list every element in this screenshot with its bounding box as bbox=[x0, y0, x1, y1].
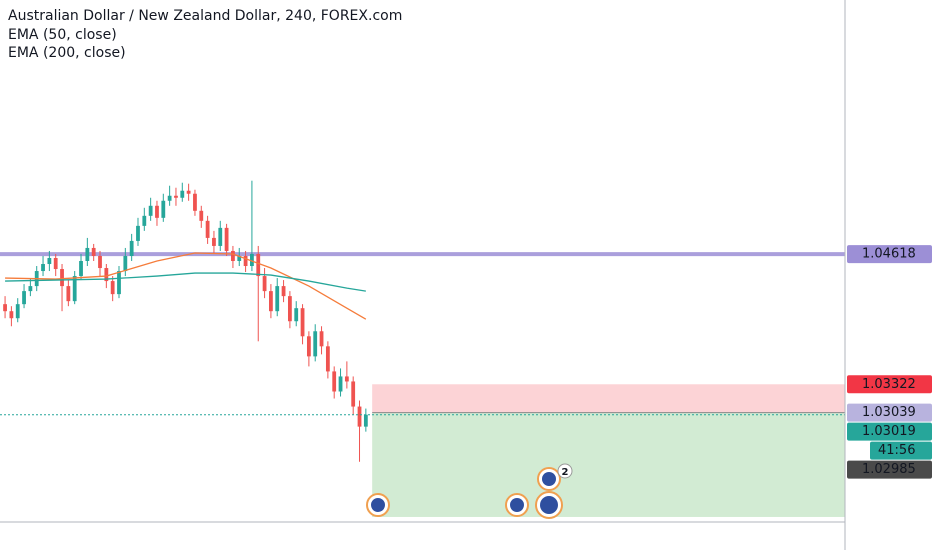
candle-body bbox=[256, 253, 261, 277]
candle-body bbox=[41, 264, 45, 272]
target-zone bbox=[372, 412, 845, 517]
candle-body bbox=[104, 268, 109, 282]
chart-title: Australian Dollar / New Zealand Dollar, … bbox=[8, 8, 402, 24]
event-flag-icon bbox=[510, 498, 524, 512]
candle-body bbox=[319, 331, 324, 347]
candle-body bbox=[237, 255, 242, 261]
candle-body bbox=[269, 291, 273, 312]
candle-body bbox=[47, 257, 52, 265]
candle-body bbox=[344, 376, 349, 382]
candle-body bbox=[199, 210, 204, 221]
candle-body bbox=[325, 346, 330, 372]
candle-body bbox=[300, 308, 305, 337]
candle-body bbox=[224, 227, 229, 251]
price-label: 1.04618 bbox=[862, 247, 916, 262]
price-label-box bbox=[847, 422, 932, 441]
plot bbox=[0, 180, 845, 462]
countdown: 41:56 bbox=[878, 443, 915, 458]
candle-body bbox=[117, 271, 121, 295]
candle-body bbox=[186, 190, 191, 194]
countdown-box bbox=[870, 441, 932, 460]
candle-body bbox=[85, 247, 90, 261]
candle-body bbox=[53, 257, 58, 270]
candle-body bbox=[15, 304, 20, 319]
events: 2 bbox=[366, 463, 573, 519]
event-flag-icon bbox=[540, 496, 558, 514]
candle-body bbox=[332, 371, 337, 392]
candle-body bbox=[243, 255, 248, 267]
event-flag-icon bbox=[371, 498, 385, 512]
price-label-box bbox=[847, 403, 932, 422]
ema-line bbox=[5, 252, 367, 320]
candle-body bbox=[123, 255, 128, 272]
candle-body bbox=[218, 227, 223, 246]
candle-body bbox=[193, 193, 197, 211]
candle-body bbox=[306, 336, 311, 357]
position-zones bbox=[372, 384, 845, 517]
candle-body bbox=[79, 261, 83, 277]
price-label: 1.03322 bbox=[862, 377, 916, 392]
candle-body bbox=[167, 195, 172, 201]
candle-body bbox=[22, 291, 26, 305]
candle-body bbox=[262, 276, 267, 292]
event-flag-icon bbox=[542, 472, 556, 486]
candle-body bbox=[287, 296, 292, 322]
price-label: 1.03019 bbox=[862, 424, 916, 439]
candle-body bbox=[363, 414, 368, 427]
candle-body bbox=[28, 286, 33, 292]
candle-body bbox=[129, 240, 134, 256]
stop-zone bbox=[372, 384, 845, 413]
candle-body bbox=[281, 286, 286, 297]
candle-body bbox=[91, 247, 96, 256]
price-label-box bbox=[847, 460, 932, 479]
candle-body bbox=[98, 255, 102, 269]
legend-entry: EMA (200, close) bbox=[8, 45, 126, 61]
candle-body bbox=[338, 376, 343, 392]
candle-body bbox=[250, 253, 254, 267]
candle-body bbox=[66, 286, 71, 302]
candle-body bbox=[351, 381, 356, 407]
candle-body bbox=[174, 195, 178, 198]
candle-body bbox=[148, 205, 153, 216]
event-badge-count: 2 bbox=[562, 467, 569, 478]
candle-body bbox=[9, 311, 14, 319]
candle-body bbox=[357, 406, 362, 427]
event-badge bbox=[557, 463, 573, 479]
candle-body bbox=[110, 281, 115, 295]
price-label-box bbox=[847, 245, 932, 264]
ema-line bbox=[5, 272, 366, 292]
candle-body bbox=[60, 269, 64, 287]
price-label: 1.02985 bbox=[862, 462, 916, 477]
candle-body bbox=[155, 205, 159, 218]
candle-body bbox=[3, 304, 7, 312]
candle-body bbox=[275, 286, 280, 312]
price-labels: 1.04618 1.03322 1.03039 1.03019 41:56 1.02985 bbox=[847, 245, 932, 479]
candle-body bbox=[161, 200, 166, 218]
candle-body bbox=[205, 220, 210, 238]
candle-body bbox=[231, 250, 235, 261]
price-label: 1.03039 bbox=[862, 405, 916, 420]
candle-body bbox=[212, 237, 216, 246]
legend-entry: EMA (50, close) bbox=[8, 27, 117, 43]
price-label-box bbox=[847, 375, 932, 394]
candle-body bbox=[313, 331, 318, 357]
candle-body bbox=[136, 225, 140, 241]
candle-body bbox=[180, 190, 185, 198]
candle-body bbox=[72, 276, 77, 302]
candle-body bbox=[294, 308, 299, 322]
candle-body bbox=[142, 215, 147, 226]
